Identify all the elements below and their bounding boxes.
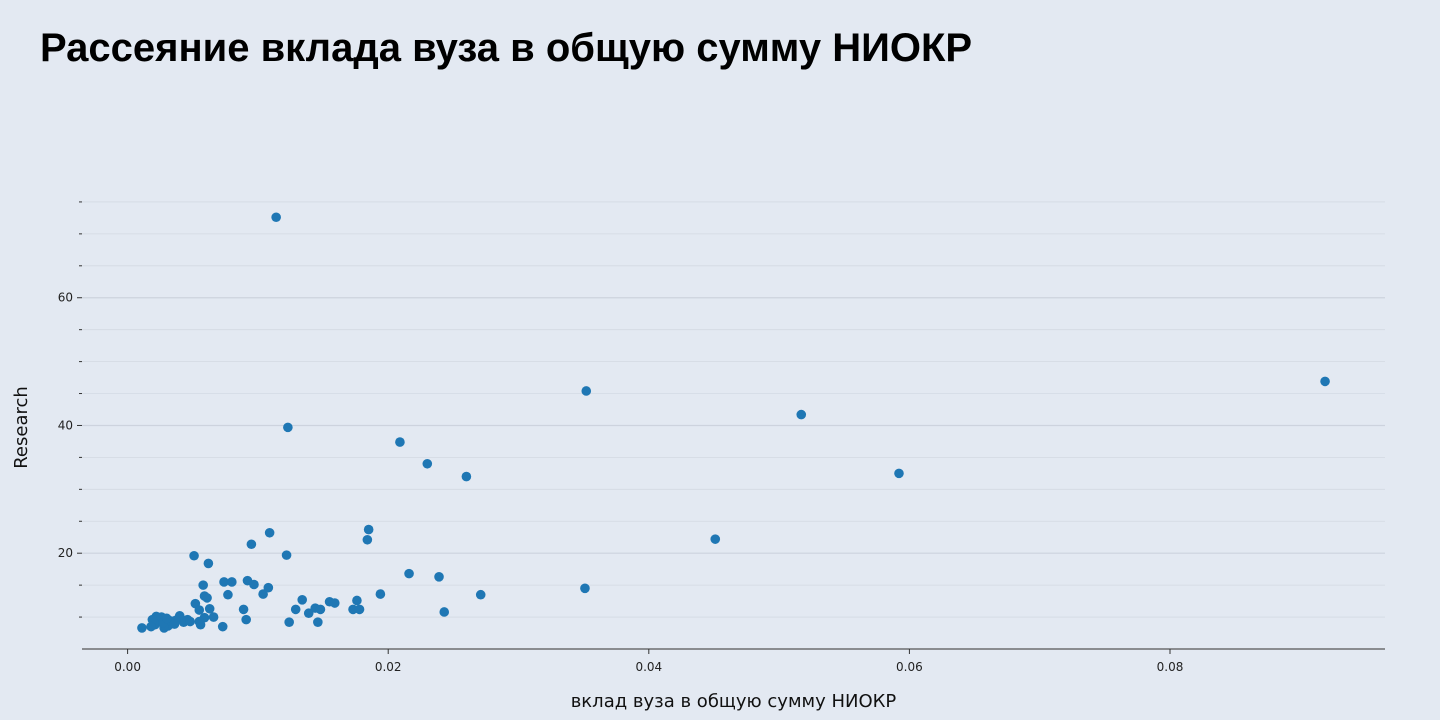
y-tick-label: 40: [58, 418, 73, 432]
data-point: [1320, 376, 1330, 387]
data-point: [363, 524, 374, 535]
x-tick-label: 0.02: [375, 660, 402, 674]
data-point: [475, 589, 486, 600]
data-point: [352, 595, 362, 606]
data-point: [354, 604, 365, 615]
data-point: [284, 617, 294, 627]
axis-layer: 20 40 60 0.00 0.02 0.04 0.06 0.08: [58, 201, 1385, 674]
data-point: [313, 617, 323, 627]
data-point: [137, 623, 147, 633]
data-point: [198, 580, 208, 590]
data-point: [315, 604, 326, 615]
y-axis-label: Research: [11, 386, 32, 469]
x-tick-label: 0.00: [114, 660, 141, 674]
data-point: [281, 550, 292, 560]
x-tick-label: 0.08: [1157, 660, 1184, 674]
data-point: [246, 539, 257, 550]
chart-title: Рассеяние вклада вуза в общую сумму НИОК…: [40, 26, 973, 70]
data-point: [375, 589, 386, 599]
data-point: [203, 558, 214, 569]
data-point: [194, 605, 205, 615]
data-point: [271, 212, 281, 223]
data-point: [796, 409, 807, 420]
data-point: [189, 550, 199, 561]
data-point: [202, 593, 212, 603]
data-point: [303, 608, 314, 619]
data-point: [710, 534, 721, 544]
data-point: [439, 607, 450, 617]
data-point: [219, 577, 229, 587]
data-point: [146, 621, 156, 632]
data-point: [461, 471, 472, 482]
data-point: [249, 579, 259, 590]
x-tick-label: 0.06: [896, 660, 923, 674]
data-point: [264, 527, 275, 538]
data-point: [404, 568, 414, 579]
y-tick-label: 20: [58, 546, 73, 560]
data-point: [362, 534, 373, 545]
data-point: [263, 582, 274, 593]
data-point: [422, 458, 433, 469]
data-point: [395, 437, 405, 447]
data-point: [581, 386, 592, 396]
data-point: [258, 589, 268, 599]
data-point: [161, 613, 172, 624]
data-point: [283, 422, 293, 433]
data-point: [195, 619, 206, 630]
data-point: [217, 621, 228, 632]
data-point: [290, 604, 301, 615]
data-point: [241, 614, 251, 625]
data-point: [204, 603, 215, 614]
data-point: [580, 583, 590, 594]
x-tick-label: 0.04: [635, 660, 662, 674]
y-tick-label: 60: [58, 291, 73, 305]
data-point: [329, 598, 340, 608]
data-point: [238, 604, 249, 615]
data-point: [169, 619, 180, 629]
data-point: [894, 468, 904, 479]
data-point: [223, 589, 233, 600]
data-point: [185, 616, 195, 627]
points-layer: [137, 212, 1330, 633]
data-point: [434, 572, 444, 582]
data-point: [297, 595, 308, 605]
x-axis-label: вклад вуза в общую сумму НИОКР: [571, 691, 897, 712]
data-point: [208, 612, 219, 622]
data-point: [227, 577, 237, 587]
grid-layer: [82, 201, 1385, 618]
